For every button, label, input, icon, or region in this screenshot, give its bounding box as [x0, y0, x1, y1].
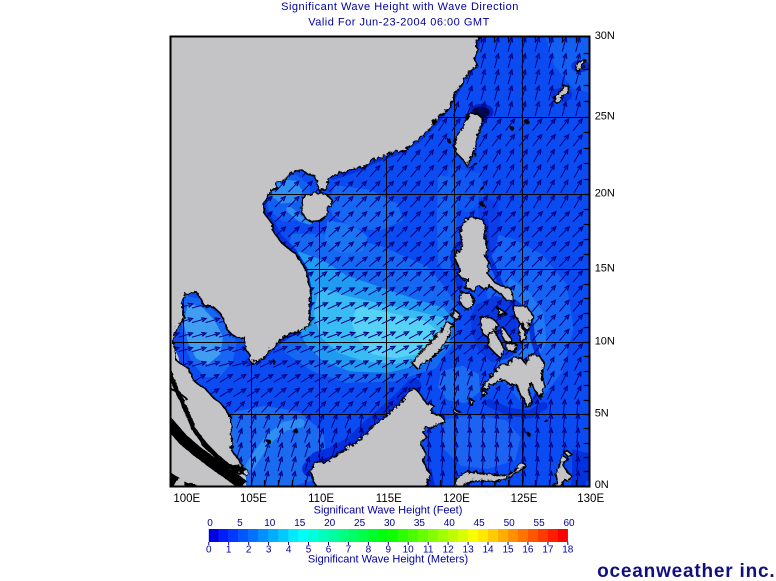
svg-text:110E: 110E — [308, 493, 334, 505]
svg-text:8: 8 — [366, 545, 372, 556]
svg-text:15N: 15N — [595, 263, 615, 275]
svg-text:0: 0 — [206, 545, 212, 556]
svg-text:45: 45 — [474, 518, 486, 529]
svg-text:15: 15 — [294, 518, 306, 529]
svg-text:Significant Wave Height (Meter: Significant Wave Height (Meters) — [308, 554, 468, 566]
svg-text:40: 40 — [444, 518, 456, 529]
svg-text:25N: 25N — [595, 110, 615, 122]
svg-text:25: 25 — [354, 518, 366, 529]
svg-text:120E: 120E — [443, 493, 470, 505]
svg-text:5: 5 — [306, 545, 312, 556]
svg-text:105E: 105E — [240, 493, 267, 505]
svg-text:Significant Wave Height (Feet): Significant Wave Height (Feet) — [314, 505, 463, 517]
svg-text:15: 15 — [502, 545, 514, 556]
svg-text:18: 18 — [562, 545, 574, 556]
svg-text:11: 11 — [423, 545, 434, 556]
svg-text:50: 50 — [504, 518, 516, 529]
svg-text:130E: 130E — [577, 493, 604, 505]
svg-text:100E: 100E — [173, 493, 200, 505]
svg-text:125E: 125E — [511, 493, 538, 505]
svg-text:9: 9 — [386, 545, 392, 556]
svg-text:1: 1 — [226, 545, 232, 556]
svg-text:35: 35 — [414, 518, 426, 529]
svg-text:16: 16 — [522, 545, 534, 556]
svg-text:20N: 20N — [595, 188, 615, 200]
svg-text:10: 10 — [264, 518, 276, 529]
svg-text:10: 10 — [403, 545, 415, 556]
svg-text:13: 13 — [463, 545, 475, 556]
svg-text:5: 5 — [237, 518, 243, 529]
svg-text:5N: 5N — [595, 408, 609, 420]
svg-text:oceanweather inc.: oceanweather inc. — [597, 561, 775, 581]
svg-text:115E: 115E — [376, 493, 402, 505]
svg-text:Significant Wave Height with W: Significant Wave Height with Wave Direct… — [281, 1, 519, 13]
svg-text:60: 60 — [563, 518, 575, 529]
svg-text:30: 30 — [384, 518, 396, 529]
svg-text:0: 0 — [207, 518, 213, 529]
svg-text:14: 14 — [482, 545, 494, 556]
svg-text:3: 3 — [266, 545, 272, 556]
svg-text:2: 2 — [246, 545, 252, 556]
svg-text:12: 12 — [443, 545, 455, 556]
svg-text:20: 20 — [324, 518, 336, 529]
svg-text:10N: 10N — [595, 336, 615, 348]
svg-text:Valid For Jun-23-2004 06:00 GM: Valid For Jun-23-2004 06:00 GMT — [308, 16, 490, 28]
svg-text:0N: 0N — [595, 479, 609, 491]
svg-text:55: 55 — [534, 518, 546, 529]
svg-text:17: 17 — [542, 545, 554, 556]
svg-text:6: 6 — [326, 545, 332, 556]
svg-text:4: 4 — [286, 545, 292, 556]
svg-text:30N: 30N — [595, 30, 615, 42]
svg-text:7: 7 — [346, 545, 352, 556]
